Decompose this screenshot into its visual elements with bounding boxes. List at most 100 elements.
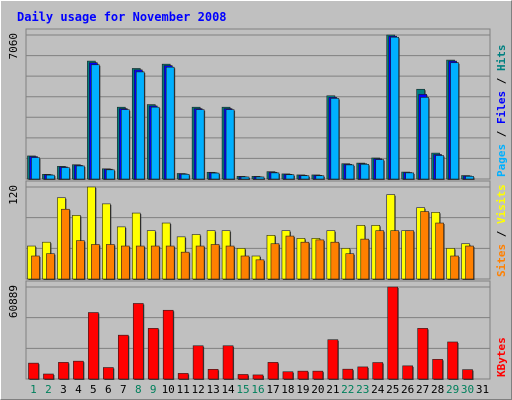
bar-sites-day-25 xyxy=(390,230,400,280)
bar-pages-day-20 xyxy=(315,175,325,180)
bar-pages-day-24 xyxy=(375,159,385,180)
bar-kbytes-day-20 xyxy=(312,370,324,380)
bar-sites-day-8 xyxy=(135,245,145,280)
bar-kbytes-day-16 xyxy=(252,374,264,380)
bar-kbytes-day-28 xyxy=(432,359,443,380)
bar-kbytes-day-21 xyxy=(327,339,339,380)
bar-sites-day-11 xyxy=(180,251,190,280)
bar-kbytes-day-1 xyxy=(28,362,39,380)
panel-sites_visits: 120 Sites / Visits xyxy=(7,180,508,280)
bar-sites-day-12 xyxy=(195,245,205,280)
x-tick-label: 1 xyxy=(30,383,37,396)
bar-kbytes-day-10 xyxy=(162,309,174,380)
x-tick-label: 14 xyxy=(221,383,235,396)
bar-pages-day-13 xyxy=(210,172,220,180)
x-tick-label: 21 xyxy=(326,383,339,396)
bar-kbytes-day-17 xyxy=(267,362,279,380)
bar-pages-day-15 xyxy=(240,176,250,180)
x-tick-label: 8 xyxy=(135,383,142,396)
bar-sites-day-24 xyxy=(375,230,385,280)
bar-kbytes-day-14 xyxy=(222,345,234,380)
series-label-visits: Visits xyxy=(495,184,508,224)
x-tick-label: 27 xyxy=(416,383,429,396)
panel-series-label: Pages / Files / Hits xyxy=(495,45,508,178)
x-tick-label: 23 xyxy=(356,383,369,396)
bar-sites-day-13 xyxy=(210,244,220,280)
bar-sites-day-9 xyxy=(150,245,160,280)
bar-kbytes-day-13 xyxy=(207,369,219,380)
bar-pages-day-30 xyxy=(465,176,474,180)
series-label-pages: Pages xyxy=(495,144,508,177)
bar-kbytes-day-27 xyxy=(417,328,428,380)
bar-pages-day-1 xyxy=(31,157,40,180)
bar-kbytes-day-23 xyxy=(357,366,369,380)
panel-max-label: 120 xyxy=(7,185,20,205)
x-tick-label: 19 xyxy=(296,383,309,396)
bar-kbytes-day-12 xyxy=(192,345,204,380)
bar-kbytes-day-25 xyxy=(387,286,399,380)
panel-series-label: KBytes xyxy=(495,337,508,377)
panel-max-label: 60889 xyxy=(7,285,20,318)
x-tick-label: 9 xyxy=(150,383,157,396)
bar-pages-day-25 xyxy=(390,36,400,180)
bar-pages-day-16 xyxy=(255,176,265,180)
x-tick-label: 31 xyxy=(476,383,489,396)
x-tick-label: 17 xyxy=(266,383,279,396)
x-tick-label: 26 xyxy=(401,383,414,396)
panel-series-label: Sites / Visits xyxy=(495,184,508,277)
bar-sites-day-30 xyxy=(465,245,474,280)
bar-kbytes-day-5 xyxy=(88,312,99,380)
bar-sites-day-4 xyxy=(76,240,85,280)
bar-sites-day-29 xyxy=(450,255,459,280)
bar-sites-day-23 xyxy=(360,238,370,280)
x-tick-label: 25 xyxy=(386,383,399,396)
x-tick-label: 3 xyxy=(60,383,67,396)
bar-sites-day-22 xyxy=(345,253,355,280)
x-tick-label: 11 xyxy=(177,383,190,396)
bar-kbytes-day-15 xyxy=(237,374,249,380)
bar-pages-day-11 xyxy=(180,174,190,180)
bar-kbytes-day-7 xyxy=(117,334,129,380)
bar-pages-day-18 xyxy=(285,174,295,180)
x-tick-label: 13 xyxy=(206,383,219,396)
x-tick-label: 30 xyxy=(461,383,474,396)
x-tick-label: 12 xyxy=(192,383,205,396)
bar-kbytes-day-30 xyxy=(462,369,473,380)
bar-kbytes-day-19 xyxy=(297,370,309,380)
bar-sites-day-6 xyxy=(106,244,115,280)
bar-sites-day-5 xyxy=(91,244,100,280)
x-tick-label: 2 xyxy=(45,383,52,396)
panel-background xyxy=(25,280,491,380)
bar-kbytes-day-4 xyxy=(73,360,84,380)
bar-sites-day-3 xyxy=(61,208,70,280)
series-label-hits: Hits xyxy=(495,45,508,72)
panel-background xyxy=(25,28,491,180)
chart-title: Daily usage for November 2008 xyxy=(17,10,227,24)
x-tick-label: 6 xyxy=(105,383,112,396)
x-tick-label: 5 xyxy=(90,383,97,396)
x-tick-label: 10 xyxy=(162,383,175,396)
bar-sites-day-14 xyxy=(225,245,235,280)
bar-kbytes-day-11 xyxy=(177,373,189,380)
bar-sites-day-15 xyxy=(240,255,250,280)
bar-pages-day-29 xyxy=(450,62,459,180)
x-tick-label: 22 xyxy=(341,383,354,396)
x-tick-label: 15 xyxy=(236,383,249,396)
bar-pages-day-22 xyxy=(345,164,355,180)
x-tick-label: 18 xyxy=(281,383,294,396)
bar-pages-day-5 xyxy=(91,64,100,180)
bar-sites-day-7 xyxy=(120,245,130,280)
bar-sites-day-1 xyxy=(31,255,40,280)
bar-sites-day-20 xyxy=(315,239,325,280)
x-tick-label: 16 xyxy=(251,383,264,396)
bar-sites-day-18 xyxy=(285,235,295,280)
bar-pages-day-14 xyxy=(225,109,235,180)
bar-sites-day-17 xyxy=(270,243,280,280)
bar-kbytes-day-6 xyxy=(103,367,114,380)
panel-kbytes: 60889 KBytes xyxy=(7,280,508,380)
x-tick-label: 29 xyxy=(446,383,459,396)
bar-pages-day-9 xyxy=(150,106,160,180)
bar-pages-day-26 xyxy=(405,172,414,180)
